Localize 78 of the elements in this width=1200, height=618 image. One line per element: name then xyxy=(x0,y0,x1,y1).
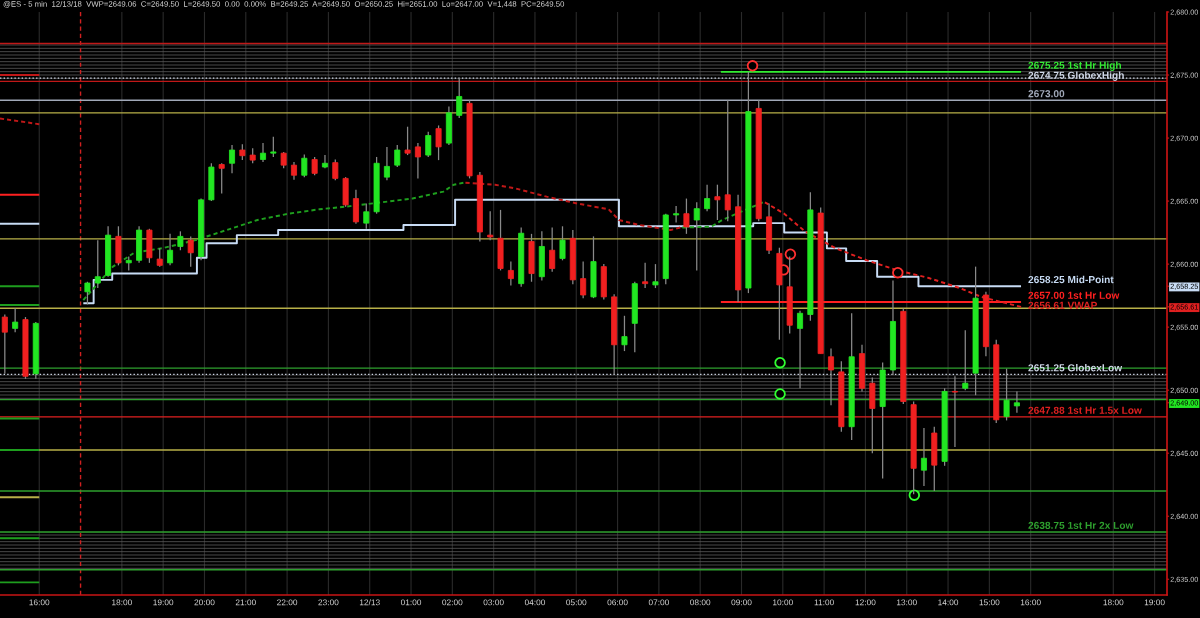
x-tick-label: 15:00 xyxy=(979,599,1000,606)
ref-line-label: 2647.88 1st Hr 1.5x Low xyxy=(1028,406,1142,414)
x-tick-label: 21:00 xyxy=(235,599,256,606)
x-tick-label: 16:00 xyxy=(29,599,50,606)
series-label: 2656.61 VWAP xyxy=(1028,301,1098,309)
x-tick-label: 12:00 xyxy=(855,599,876,606)
candlestick xyxy=(156,247,163,268)
ref-line-label: 2638.75 1st Hr 2x Low xyxy=(1028,521,1134,529)
candlestick xyxy=(962,329,969,391)
candlestick xyxy=(167,233,174,266)
candlestick xyxy=(828,347,835,406)
series-label: 2675.25 1st Hr High xyxy=(1028,61,1121,71)
candlestick xyxy=(218,162,225,195)
x-tick-label: 22:00 xyxy=(277,599,298,606)
x-tick-label: 13:00 xyxy=(896,599,917,606)
x-tick-label: 03:00 xyxy=(483,599,504,606)
candlestick xyxy=(1013,390,1020,414)
candlestick xyxy=(435,124,442,161)
candlestick xyxy=(549,226,556,273)
x-tick-label: 08:00 xyxy=(690,599,711,606)
candlestick xyxy=(94,239,101,289)
candlestick xyxy=(652,263,659,289)
candlestick xyxy=(683,197,690,235)
ref-line-label: 2651.25 GlobexLow xyxy=(1028,363,1123,372)
candlestick xyxy=(260,142,267,163)
candlestick xyxy=(383,146,390,181)
x-tick-label: 16:00 xyxy=(1020,599,1041,606)
candlestick xyxy=(507,260,514,287)
x-tick-label: 19:00 xyxy=(153,599,174,606)
candlestick xyxy=(642,262,649,289)
candlestick xyxy=(404,126,411,156)
x-tick-label: 12/13 xyxy=(359,599,380,606)
candlestick xyxy=(724,99,731,222)
ref-line-label: 2674.75 GlobexHigh xyxy=(1028,71,1124,81)
x-tick-label: 23:00 xyxy=(318,599,339,606)
candlestick xyxy=(797,310,804,389)
candlestick xyxy=(673,205,680,224)
candlestick xyxy=(704,184,711,212)
candlestick xyxy=(311,156,318,176)
candlestick xyxy=(301,153,308,178)
x-tick-label: 04:00 xyxy=(524,599,546,606)
ref-line-label: 2673.00 xyxy=(1028,90,1065,98)
x-tick-label: 02:00 xyxy=(442,599,463,606)
candlestick xyxy=(621,315,628,352)
x-tick-label: 01:00 xyxy=(400,599,422,606)
candlestick xyxy=(951,375,958,448)
candlestick xyxy=(177,230,184,251)
candlestick xyxy=(363,202,370,230)
candlestick xyxy=(394,144,401,168)
series-label: 2657.00 1st Hr Low xyxy=(1028,291,1120,299)
x-tick-label: 19:00 xyxy=(1144,599,1165,606)
candlestick xyxy=(714,184,721,221)
x-tick-label: 18:00 xyxy=(112,599,132,606)
candlestick xyxy=(456,77,463,119)
candlestick xyxy=(352,189,359,225)
series-label: 2658.25 Mid-Point xyxy=(1028,275,1114,284)
candlestick xyxy=(425,131,432,158)
candlestick xyxy=(187,235,194,268)
x-tick-label: 18:00 xyxy=(1103,599,1124,606)
candlestick xyxy=(487,210,494,241)
candlestick xyxy=(559,225,566,261)
x-tick-label: 05:00 xyxy=(566,599,587,606)
candlestick xyxy=(270,136,277,158)
candlestick xyxy=(920,427,927,487)
candlestick xyxy=(321,154,328,169)
x-tick-label: 14:00 xyxy=(938,599,959,606)
candlestick xyxy=(1003,368,1010,422)
x-tick-label: 06:00 xyxy=(607,599,628,606)
x-tick-label: 20:00 xyxy=(194,599,215,606)
x-tick-label: 10:00 xyxy=(773,599,793,606)
x-tick-label: 09:00 xyxy=(731,599,752,606)
candlestick xyxy=(580,260,587,299)
candlestick xyxy=(414,142,421,180)
candlestick xyxy=(229,144,236,174)
x-tick-label: 07:00 xyxy=(648,599,669,606)
candlestick xyxy=(693,201,700,272)
candlestick xyxy=(332,158,339,181)
x-tick-label: 11:00 xyxy=(814,599,834,606)
